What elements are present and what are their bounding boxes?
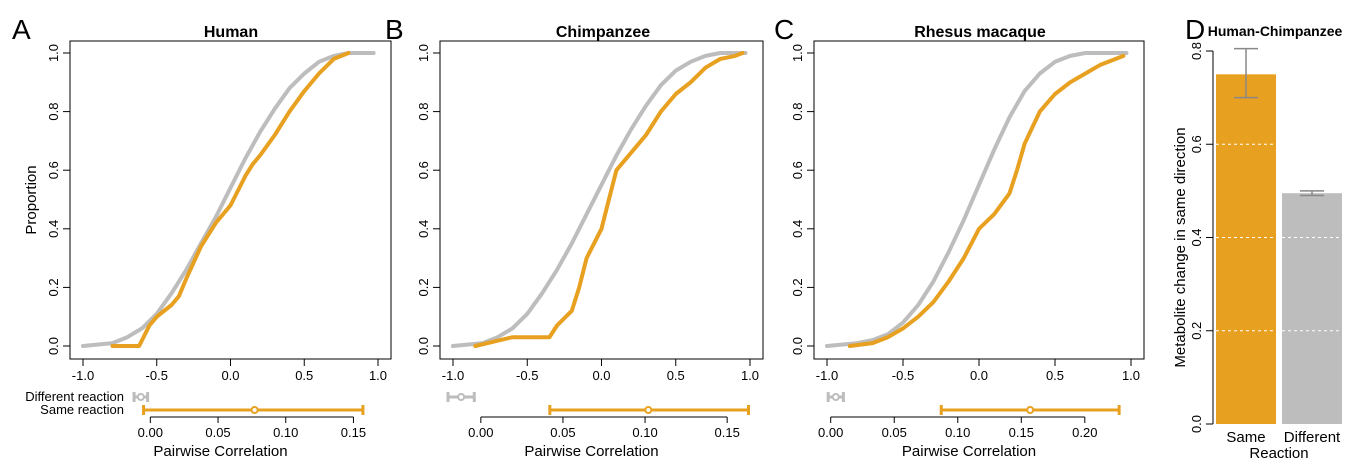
panel-title: Chimpanzee [556,24,650,41]
x-tick-label: 0.0 [221,368,239,383]
range-tick-label: 0.05 [550,425,575,440]
range-mid-different [831,393,840,401]
y-tick-label: 0.4 [790,220,805,238]
y-tick-label: 0.4 [1189,228,1204,246]
x-tick-label: -0.5 [892,368,914,383]
x-tick-label: 0.5 [667,368,685,383]
y-tick-label: 1.0 [416,44,431,62]
range-tick-label: 0.00 [138,425,163,440]
panel-letter: A [12,14,31,45]
range-tick-label: 0.05 [882,425,907,440]
x-tick-label: -0.5 [146,368,168,383]
panel-letter: D [1185,14,1205,45]
panel-c: C Rhesus macaque -1.0 -0.5 0.0 0.5 1.0 0.0 0.2 0.… [774,14,1145,460]
x-axis-label: Pairwise Correlation [153,443,287,460]
y-tick-label: 0.4 [46,220,61,238]
y-tick-label: 0.6 [416,161,431,179]
range-tick-label: 0.20 [1072,425,1097,440]
y-tick-label: 0.2 [1189,322,1204,340]
x-tick-label: 1.0 [369,368,387,383]
panel-title: Human-Chimpanzee [1208,23,1343,39]
y-tick-label: 0.0 [46,337,61,355]
panel-letter: B [385,14,404,45]
x-tick-label: 0.0 [970,368,988,383]
range-tick-label: 0.15 [341,425,366,440]
range-tick-label: 0.10 [273,425,298,440]
series-line-different [81,51,376,348]
y-tick-label: 0.6 [1189,135,1204,153]
range-label-different: Different reaction [25,389,124,404]
panel-title: Rhesus macaque [914,24,1046,41]
series-line-different [451,51,748,348]
y-tick-label: 0.0 [1189,415,1204,433]
x-tick-label: -0.5 [516,368,538,383]
range-tick-label: 0.15 [1009,425,1034,440]
category-label: Same [1226,429,1265,446]
x-tick-label: 0.0 [592,368,610,383]
range-tick-label: 0.10 [632,425,657,440]
y-tick-label: 0.8 [790,103,805,121]
plot-frame [439,40,764,360]
panel-a: A Human -1.0 -0.5 0.0 0.5 1.0 0.0 0.2 0.4 0.6 0.8 1.… [12,14,392,460]
range-mid-different [457,393,466,401]
plot-frame [813,40,1145,360]
plot-frame [69,40,392,360]
range-mid-different [136,393,145,401]
x-tick-label: -1.0 [442,368,464,383]
y-tick-label: 1.0 [790,44,805,62]
y-tick-label: 1.0 [46,44,61,62]
bar-different [1282,193,1342,424]
y-axis-label: Metabolite change in same direction [1172,127,1189,367]
series-line-same [473,51,745,348]
y-tick-label: 0.2 [416,278,431,296]
panel-d: D Human-Chimpanzee 0.0 0.2 0.4 0.6 0.8 Metaboli… [1172,14,1342,462]
range-tick-label: 0.10 [945,425,970,440]
panel-letter: C [774,14,794,45]
range-tick-label: 0.00 [468,425,493,440]
range-mid-same [250,406,259,414]
y-tick-label: 0.8 [416,103,431,121]
y-tick-label: 0.6 [46,161,61,179]
x-tick-label: 1.0 [1122,368,1140,383]
range-mid-same [644,406,653,414]
x-tick-label: 1.0 [741,368,759,383]
panel-title: Human [204,24,258,41]
x-tick-label: -1.0 [816,368,838,383]
panel-b: B Chimpanzee -1.0 -0.5 0.0 0.5 1.0 0.0 0.2 0.4 0.6… [385,14,764,460]
y-tick-label: 0.4 [416,220,431,238]
x-axis-label: Reaction [1249,445,1308,462]
range-mid-same [1026,406,1035,414]
y-tick-label: 0.2 [790,278,805,296]
x-tick-label: 0.5 [1046,368,1064,383]
x-tick-label: -1.0 [72,368,94,383]
x-axis-label: Pairwise Correlation [902,443,1036,460]
range-tick-label: 0.05 [205,425,230,440]
category-label: Different [1284,429,1341,446]
x-tick-label: 0.5 [295,368,313,383]
y-axis-label: Proportion [23,165,40,234]
y-tick-label: 0.2 [46,278,61,296]
range-tick-label: 0.00 [818,425,843,440]
bar-same [1216,74,1276,424]
y-tick-label: 0.8 [1189,42,1204,60]
y-tick-label: 0.8 [46,103,61,121]
series-line-same [110,51,351,348]
y-tick-label: 0.0 [790,337,805,355]
y-tick-label: 0.0 [416,337,431,355]
x-axis-label: Pairwise Correlation [524,443,658,460]
series-line-same [847,53,1126,348]
series-line-different [825,51,1129,348]
range-label-same: Same reaction [40,402,124,417]
range-tick-label: 0.15 [715,425,740,440]
y-tick-label: 0.6 [790,161,805,179]
